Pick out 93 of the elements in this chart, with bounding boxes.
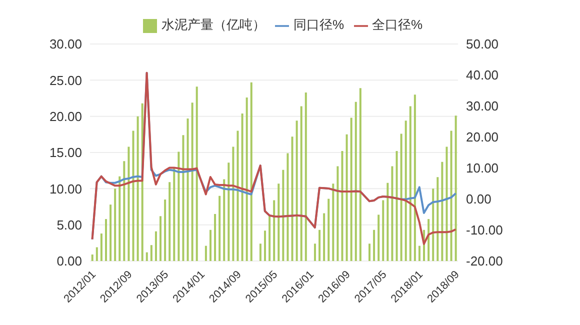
bar [346,134,348,261]
bar [182,135,184,261]
bar [150,245,152,261]
legend-label: 水泥产量（亿吨） [161,17,266,32]
bar [291,136,294,261]
bar [373,230,376,261]
bar [336,166,339,261]
bar [341,151,344,261]
bar [118,176,121,261]
bar [418,246,420,261]
bar [286,153,289,261]
bar [196,86,198,261]
bar [259,244,262,261]
bar [96,247,98,261]
bar [282,170,284,261]
bar [396,151,398,261]
bar [104,219,107,261]
bar [441,162,444,261]
bar [228,162,230,261]
bar [110,204,112,261]
bar [378,214,380,261]
bar [304,92,307,261]
bar [300,106,302,261]
bar [450,130,452,261]
bar [268,215,271,261]
bar [432,188,434,261]
bar [386,182,389,261]
y-tick-label: 25.00 [49,72,82,88]
bar [128,146,130,261]
bar [236,130,239,261]
bar [132,130,134,261]
bar [400,134,402,261]
bar [354,102,357,261]
bar [414,94,416,261]
y2-tick-label: 30.00 [466,98,499,114]
bar [404,120,407,261]
y-tick-label: 30.00 [49,36,82,52]
bar [332,184,334,261]
y2-tick-label: 20.00 [466,130,499,145]
y2-tick-label: -10.00 [466,222,503,238]
y-tick-label: 10.00 [49,181,82,196]
bar [318,230,321,261]
bar [264,230,266,261]
bar [191,102,194,261]
bar [173,168,176,261]
bar [164,200,166,261]
bar [114,188,116,261]
y2-tick-label: -20.00 [466,254,503,269]
bar [428,219,430,261]
bar [246,98,248,261]
y-tick-label: 5.00 [56,217,82,232]
bar [409,106,412,261]
bar [204,246,207,261]
bar [278,184,280,261]
legend-label: 同口径% [293,17,344,32]
bar [186,118,189,261]
y2-tick-label: 0.00 [466,192,492,207]
bar [250,82,252,261]
bar [146,252,148,261]
bar [350,118,352,261]
bar [91,254,94,261]
y-tick-label: 15.00 [49,145,82,160]
bar [328,198,330,261]
bar [454,116,457,261]
legend-label: 全口径% [372,17,423,32]
bar [436,177,439,261]
bar [160,216,162,261]
bar [368,244,370,261]
y2-tick-label: 50.00 [466,36,499,52]
bar [314,244,316,261]
bar [223,179,226,261]
bar [154,231,157,261]
bar [218,196,221,261]
bar [214,214,216,261]
y-tick-label: 0.00 [56,254,82,269]
bar [359,88,362,261]
bar [273,200,276,261]
bar [241,113,244,261]
bar [391,166,394,261]
bar [209,230,212,261]
y-tick-label: 20.00 [49,108,82,124]
bar [178,152,180,261]
y2-tick-label: 40.00 [466,68,499,83]
bar [123,161,126,261]
bar [382,200,384,261]
bar [136,116,139,261]
bar [232,146,234,261]
bar [100,234,102,261]
y2-tick-label: 10.00 [466,160,499,176]
bar [323,213,326,261]
bar [446,146,448,261]
bar [296,120,298,261]
bar [168,182,171,261]
